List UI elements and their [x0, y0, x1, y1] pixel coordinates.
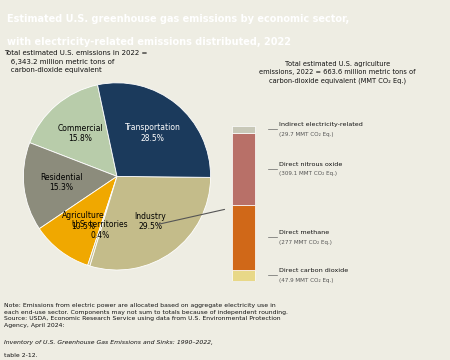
Text: (29.7 MMT CO₂ Eq.): (29.7 MMT CO₂ Eq.): [279, 132, 333, 137]
Text: (309.1 MMT CO₂ Eq.): (309.1 MMT CO₂ Eq.): [279, 171, 337, 176]
Text: Direct methane: Direct methane: [279, 230, 329, 235]
Text: Commercial
15.8%: Commercial 15.8%: [58, 124, 104, 143]
Text: Note: Emissions from electric power are allocated based on aggregate electricity: Note: Emissions from electric power are …: [4, 303, 288, 328]
Wedge shape: [23, 143, 117, 229]
Text: Estimated U.S. greenhouse gas emissions by economic sector,: Estimated U.S. greenhouse gas emissions …: [7, 14, 349, 24]
Wedge shape: [98, 83, 211, 177]
Bar: [232, 133, 255, 205]
Text: with electricity-related emissions distributed, 2022: with electricity-related emissions distr…: [7, 37, 291, 47]
Wedge shape: [90, 176, 211, 270]
Bar: [232, 126, 255, 133]
Text: Direct nitrous oxide: Direct nitrous oxide: [279, 162, 342, 167]
Text: Indirect electricity-related: Indirect electricity-related: [279, 122, 363, 127]
Text: U.S. territories
0.4%: U.S. territories 0.4%: [72, 220, 128, 240]
Text: Direct carbon dioxide: Direct carbon dioxide: [279, 268, 348, 273]
Bar: [232, 205, 255, 270]
Text: Inventory of U.S. Greenhouse Gas Emissions and Sinks: 1990–2022,: Inventory of U.S. Greenhouse Gas Emissio…: [4, 340, 213, 345]
Text: Total estimated U.S. agriculture
emissions, 2022 = 663.6 million metric tons of
: Total estimated U.S. agriculture emissio…: [259, 61, 416, 84]
Wedge shape: [39, 176, 117, 265]
Text: (277 MMT CO₂ Eq.): (277 MMT CO₂ Eq.): [279, 240, 332, 245]
Wedge shape: [88, 176, 117, 266]
Wedge shape: [30, 85, 117, 176]
Text: Industry
29.5%: Industry 29.5%: [135, 212, 166, 231]
Text: table 2-12.: table 2-12.: [4, 352, 38, 357]
Text: Total estimated U.S. emissions in 2022 =
   6,343.2 million metric tons of
   ca: Total estimated U.S. emissions in 2022 =…: [4, 50, 148, 73]
Text: Agriculture
10.5%: Agriculture 10.5%: [62, 211, 104, 231]
Text: Transportation
28.5%: Transportation 28.5%: [125, 123, 180, 143]
Text: (47.9 MMT CO₂ Eq.): (47.9 MMT CO₂ Eq.): [279, 278, 333, 283]
Text: Residential
15.3%: Residential 15.3%: [40, 173, 82, 192]
Bar: [232, 270, 255, 281]
